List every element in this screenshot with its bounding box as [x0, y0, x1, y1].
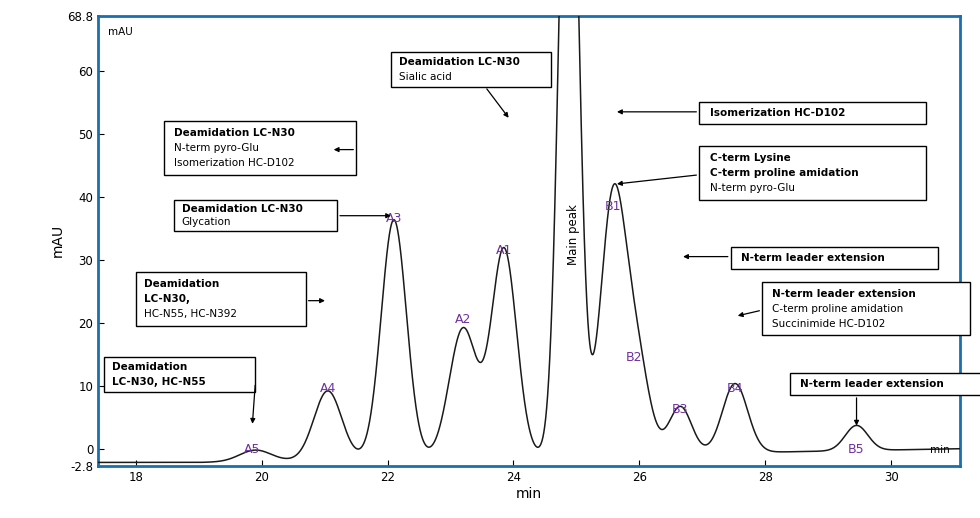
Text: LC-N30, HC-N55: LC-N30, HC-N55	[112, 377, 206, 387]
Text: Sialic acid: Sialic acid	[399, 71, 452, 82]
Text: B4: B4	[727, 382, 743, 395]
Text: min: min	[930, 445, 950, 455]
Text: Isomerization HC-D102: Isomerization HC-D102	[173, 158, 294, 168]
FancyBboxPatch shape	[791, 373, 980, 395]
Text: C-term Lysine: C-term Lysine	[710, 153, 791, 163]
Text: Deamidation: Deamidation	[144, 279, 220, 289]
Text: A2: A2	[455, 313, 471, 326]
Text: Glycation: Glycation	[181, 218, 231, 227]
Text: Deamidation: Deamidation	[112, 363, 187, 372]
X-axis label: min: min	[516, 487, 542, 501]
Text: A5: A5	[244, 443, 261, 456]
Text: N-term leader extension: N-term leader extension	[801, 379, 944, 389]
Text: A4: A4	[319, 382, 336, 395]
Text: Main peak: Main peak	[566, 204, 580, 265]
FancyBboxPatch shape	[762, 282, 970, 335]
Text: C-term proline amidation: C-term proline amidation	[772, 304, 904, 313]
Text: C-term proline amidation: C-term proline amidation	[710, 168, 859, 178]
Y-axis label: mAU: mAU	[50, 224, 65, 257]
FancyBboxPatch shape	[173, 200, 337, 232]
Text: B3: B3	[672, 403, 689, 416]
FancyBboxPatch shape	[699, 147, 926, 200]
FancyBboxPatch shape	[391, 52, 551, 87]
Text: Deamidation LC-N30: Deamidation LC-N30	[181, 204, 303, 214]
Text: Succinimide HC-D102: Succinimide HC-D102	[772, 319, 886, 328]
Text: N-term leader extension: N-term leader extension	[772, 289, 916, 298]
FancyBboxPatch shape	[731, 247, 939, 269]
FancyBboxPatch shape	[104, 357, 256, 392]
Text: A3: A3	[386, 212, 402, 225]
Text: Isomerization HC-D102: Isomerization HC-D102	[710, 108, 846, 119]
Text: Deamidation LC-N30: Deamidation LC-N30	[173, 128, 295, 138]
Text: B2: B2	[626, 351, 643, 364]
Text: A1: A1	[496, 243, 513, 256]
Text: LC-N30,: LC-N30,	[144, 294, 190, 304]
Text: mAU: mAU	[109, 27, 133, 37]
FancyBboxPatch shape	[136, 272, 306, 326]
Text: B1: B1	[605, 199, 621, 212]
Text: HC-N55, HC-N392: HC-N55, HC-N392	[144, 309, 237, 319]
FancyBboxPatch shape	[164, 121, 356, 175]
Text: N-term pyro-Glu: N-term pyro-Glu	[710, 183, 796, 193]
Text: B5: B5	[849, 443, 864, 456]
FancyBboxPatch shape	[699, 103, 926, 124]
Text: N-term leader extension: N-term leader extension	[741, 253, 885, 263]
Text: Deamidation LC-N30: Deamidation LC-N30	[399, 57, 519, 67]
Text: N-term pyro-Glu: N-term pyro-Glu	[173, 143, 259, 153]
